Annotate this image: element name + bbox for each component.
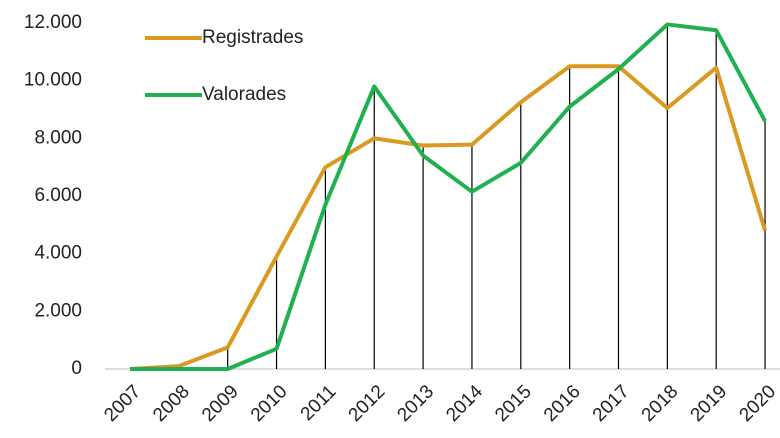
- x-tick-label: 2012: [345, 381, 390, 426]
- x-tick-label: 2019: [687, 381, 732, 426]
- x-tick-label: 2015: [491, 381, 536, 426]
- y-tick-label: 0: [71, 358, 82, 379]
- x-tick-label: 2013: [393, 381, 438, 426]
- x-tick-label: 2017: [589, 381, 634, 426]
- x-tick-label: 2007: [100, 381, 145, 426]
- y-tick-label: 4.000: [34, 243, 82, 264]
- legend-label: Registrades: [202, 27, 303, 48]
- y-tick-label: 6.000: [34, 185, 82, 206]
- series-line: [130, 22, 767, 371]
- y-tick-label: 2.000: [34, 300, 82, 321]
- y-tick-label: 10.000: [24, 70, 82, 91]
- x-tick-label: 2011: [297, 381, 341, 425]
- x-tick-label: 2014: [442, 381, 487, 426]
- x-tick-label: 2020: [735, 381, 780, 426]
- y-tick-label: 8.000: [34, 127, 82, 148]
- legend-label: Valorades: [202, 84, 286, 105]
- x-tick-label: 2016: [540, 381, 585, 426]
- x-tick-label: 2010: [247, 381, 292, 426]
- series-line: [129, 64, 767, 371]
- x-tick-label: 2009: [198, 381, 243, 426]
- y-tick-label: 12.000: [24, 12, 82, 33]
- x-tick-label: 2018: [638, 381, 683, 426]
- x-tick-label: 2008: [149, 381, 194, 426]
